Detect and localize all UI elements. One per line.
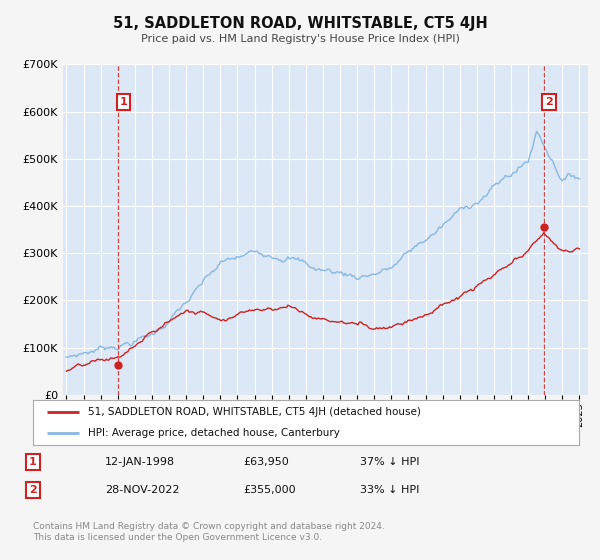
Text: This data is licensed under the Open Government Licence v3.0.: This data is licensed under the Open Gov… — [33, 533, 322, 542]
Text: 1: 1 — [119, 97, 127, 107]
Text: 12-JAN-1998: 12-JAN-1998 — [105, 457, 175, 467]
Text: Contains HM Land Registry data © Crown copyright and database right 2024.: Contains HM Land Registry data © Crown c… — [33, 522, 385, 531]
Text: 51, SADDLETON ROAD, WHITSTABLE, CT5 4JH (detached house): 51, SADDLETON ROAD, WHITSTABLE, CT5 4JH … — [88, 408, 421, 418]
Text: £63,950: £63,950 — [243, 457, 289, 467]
Text: 28-NOV-2022: 28-NOV-2022 — [105, 485, 179, 495]
Text: £355,000: £355,000 — [243, 485, 296, 495]
Text: Price paid vs. HM Land Registry's House Price Index (HPI): Price paid vs. HM Land Registry's House … — [140, 34, 460, 44]
Text: 37% ↓ HPI: 37% ↓ HPI — [360, 457, 419, 467]
Text: 2: 2 — [29, 485, 37, 495]
Text: HPI: Average price, detached house, Canterbury: HPI: Average price, detached house, Cant… — [88, 428, 340, 438]
Text: 1: 1 — [29, 457, 37, 467]
Text: 2: 2 — [545, 97, 553, 107]
Text: 51, SADDLETON ROAD, WHITSTABLE, CT5 4JH: 51, SADDLETON ROAD, WHITSTABLE, CT5 4JH — [113, 16, 487, 31]
Text: 33% ↓ HPI: 33% ↓ HPI — [360, 485, 419, 495]
